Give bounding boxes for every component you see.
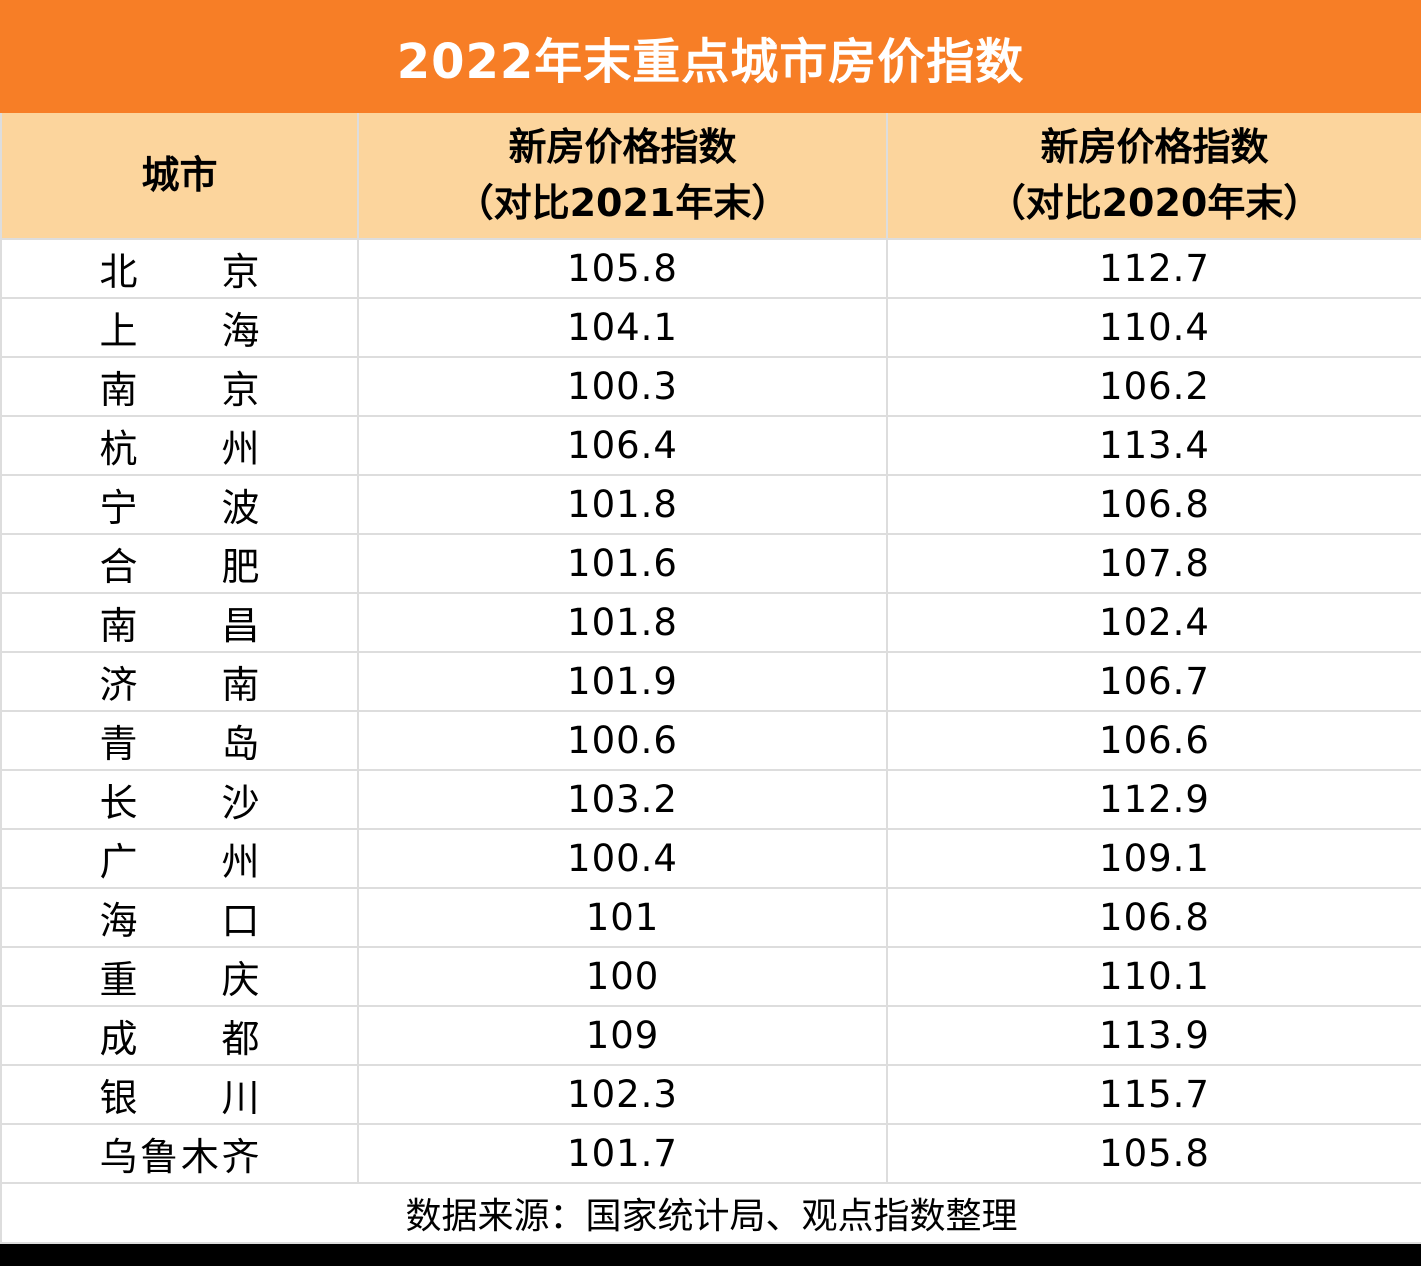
index-vs-2021-cell: 101 bbox=[357, 887, 888, 948]
col-header-city: 城市 bbox=[0, 113, 359, 240]
index-vs-2021-cell: 101.8 bbox=[357, 474, 888, 535]
city-name-cell: 杭州 bbox=[0, 415, 359, 476]
city-name-cell: 上海 bbox=[0, 297, 359, 358]
city-name: 南昌 bbox=[99, 604, 260, 648]
index-vs-2020-cell: 102.4 bbox=[886, 592, 1421, 653]
city-name-cell: 重庆 bbox=[0, 946, 359, 1007]
header-row: 城市 新房价格指数 （对比2021年末） 新房价格指数 （对比2020年末） bbox=[0, 113, 1421, 240]
index-vs-2020-cell: 106.8 bbox=[886, 887, 1421, 948]
city-name: 银川 bbox=[99, 1076, 260, 1120]
table-footer: 数据来源：国家统计局、观点指数整理 bbox=[0, 1182, 1421, 1244]
page-title: 2022年末重点城市房价指数 bbox=[0, 0, 1421, 113]
index-vs-2020-cell: 110.1 bbox=[886, 946, 1421, 1007]
index-vs-2020-cell: 110.4 bbox=[886, 297, 1421, 358]
city-name: 合肥 bbox=[99, 545, 260, 589]
bottom-black-bar bbox=[0, 1244, 1421, 1266]
table-row: 长沙 103.2 112.9 bbox=[0, 769, 1421, 830]
city-name: 长沙 bbox=[99, 781, 260, 825]
table-row: 北京 105.8 112.7 bbox=[0, 238, 1421, 299]
city-name: 宁波 bbox=[99, 486, 260, 530]
table-body: 北京 105.8 112.7 上海 104.1 110.4 南京 100.3 1… bbox=[0, 238, 1421, 1184]
index-vs-2021-cell: 109 bbox=[357, 1005, 888, 1066]
index-vs-2020-cell: 112.7 bbox=[886, 238, 1421, 299]
index-vs-2020-cell: 113.4 bbox=[886, 415, 1421, 476]
city-name-cell: 济南 bbox=[0, 651, 359, 712]
col-header-city-label: 城市 bbox=[141, 152, 218, 197]
city-name-cell: 北京 bbox=[0, 238, 359, 299]
city-name: 上海 bbox=[99, 309, 260, 353]
table-row: 济南 101.9 106.7 bbox=[0, 651, 1421, 712]
city-name: 南京 bbox=[99, 368, 260, 412]
city-name: 乌鲁木齐 bbox=[99, 1135, 260, 1179]
table-row: 杭州 106.4 113.4 bbox=[0, 415, 1421, 476]
index-vs-2020-cell: 112.9 bbox=[886, 769, 1421, 830]
table-row: 上海 104.1 110.4 bbox=[0, 297, 1421, 358]
table-row: 青岛 100.6 106.6 bbox=[0, 710, 1421, 771]
city-name: 杭州 bbox=[99, 427, 260, 471]
table-row: 银川 102.3 115.7 bbox=[0, 1064, 1421, 1125]
index-vs-2021-cell: 103.2 bbox=[357, 769, 888, 830]
index-vs-2020-cell: 105.8 bbox=[886, 1123, 1421, 1184]
city-name: 海口 bbox=[99, 899, 260, 943]
index-vs-2021-cell: 101.9 bbox=[357, 651, 888, 712]
table-header: 城市 新房价格指数 （对比2021年末） 新房价格指数 （对比2020年末） bbox=[0, 113, 1421, 240]
index-vs-2020-cell: 109.1 bbox=[886, 828, 1421, 889]
table-row: 南京 100.3 106.2 bbox=[0, 356, 1421, 417]
city-name: 广州 bbox=[99, 840, 260, 884]
col-header-index-vs-2021: 新房价格指数 （对比2021年末） bbox=[357, 113, 888, 240]
city-name: 青岛 bbox=[99, 722, 260, 766]
city-name-cell: 乌鲁木齐 bbox=[0, 1123, 359, 1184]
col-header-index-vs-2020-line1: 新房价格指数 bbox=[1040, 125, 1269, 170]
city-name-cell: 广州 bbox=[0, 828, 359, 889]
index-vs-2020-cell: 106.8 bbox=[886, 474, 1421, 535]
index-vs-2021-cell: 104.1 bbox=[357, 297, 888, 358]
index-vs-2021-cell: 101.8 bbox=[357, 592, 888, 653]
index-vs-2021-cell: 102.3 bbox=[357, 1064, 888, 1125]
city-name-cell: 南昌 bbox=[0, 592, 359, 653]
city-name-cell: 银川 bbox=[0, 1064, 359, 1125]
city-name-cell: 长沙 bbox=[0, 769, 359, 830]
city-name-cell: 宁波 bbox=[0, 474, 359, 535]
index-vs-2021-cell: 100.3 bbox=[357, 356, 888, 417]
city-name-cell: 青岛 bbox=[0, 710, 359, 771]
index-vs-2020-cell: 113.9 bbox=[886, 1005, 1421, 1066]
city-name: 成都 bbox=[99, 1017, 260, 1061]
index-vs-2020-cell: 115.7 bbox=[886, 1064, 1421, 1125]
footer-row: 数据来源：国家统计局、观点指数整理 bbox=[0, 1182, 1421, 1244]
city-name-cell: 海口 bbox=[0, 887, 359, 948]
table-row: 南昌 101.8 102.4 bbox=[0, 592, 1421, 653]
table-row: 广州 100.4 109.1 bbox=[0, 828, 1421, 889]
table-row: 宁波 101.8 106.8 bbox=[0, 474, 1421, 535]
index-vs-2021-cell: 100.4 bbox=[357, 828, 888, 889]
table-row: 合肥 101.6 107.8 bbox=[0, 533, 1421, 594]
col-header-index-vs-2020: 新房价格指数 （对比2020年末） bbox=[886, 113, 1421, 240]
index-vs-2020-cell: 107.8 bbox=[886, 533, 1421, 594]
city-name-cell: 南京 bbox=[0, 356, 359, 417]
index-vs-2021-cell: 106.4 bbox=[357, 415, 888, 476]
table-row: 乌鲁木齐 101.7 105.8 bbox=[0, 1123, 1421, 1184]
index-vs-2020-cell: 106.6 bbox=[886, 710, 1421, 771]
index-vs-2021-cell: 105.8 bbox=[357, 238, 888, 299]
city-name-cell: 成都 bbox=[0, 1005, 359, 1066]
index-vs-2021-cell: 100.6 bbox=[357, 710, 888, 771]
col-header-index-vs-2021-line1: 新房价格指数 bbox=[508, 125, 737, 170]
index-vs-2021-cell: 101.7 bbox=[357, 1123, 888, 1184]
city-name: 北京 bbox=[99, 250, 260, 294]
city-name: 济南 bbox=[99, 663, 260, 707]
col-header-index-vs-2021-line2: （对比2021年末） bbox=[455, 180, 790, 225]
table-row: 重庆 100 110.1 bbox=[0, 946, 1421, 1007]
data-source-note: 数据来源：国家统计局、观点指数整理 bbox=[0, 1182, 1421, 1244]
col-header-index-vs-2020-line2: （对比2020年末） bbox=[987, 180, 1322, 225]
index-vs-2020-cell: 106.7 bbox=[886, 651, 1421, 712]
city-name-cell: 合肥 bbox=[0, 533, 359, 594]
price-index-table: 城市 新房价格指数 （对比2021年末） 新房价格指数 （对比2020年末） 北… bbox=[0, 113, 1421, 1244]
index-vs-2020-cell: 106.2 bbox=[886, 356, 1421, 417]
index-vs-2021-cell: 100 bbox=[357, 946, 888, 1007]
table-row: 海口 101 106.8 bbox=[0, 887, 1421, 948]
table-row: 成都 109 113.9 bbox=[0, 1005, 1421, 1066]
city-name: 重庆 bbox=[99, 958, 260, 1002]
index-vs-2021-cell: 101.6 bbox=[357, 533, 888, 594]
